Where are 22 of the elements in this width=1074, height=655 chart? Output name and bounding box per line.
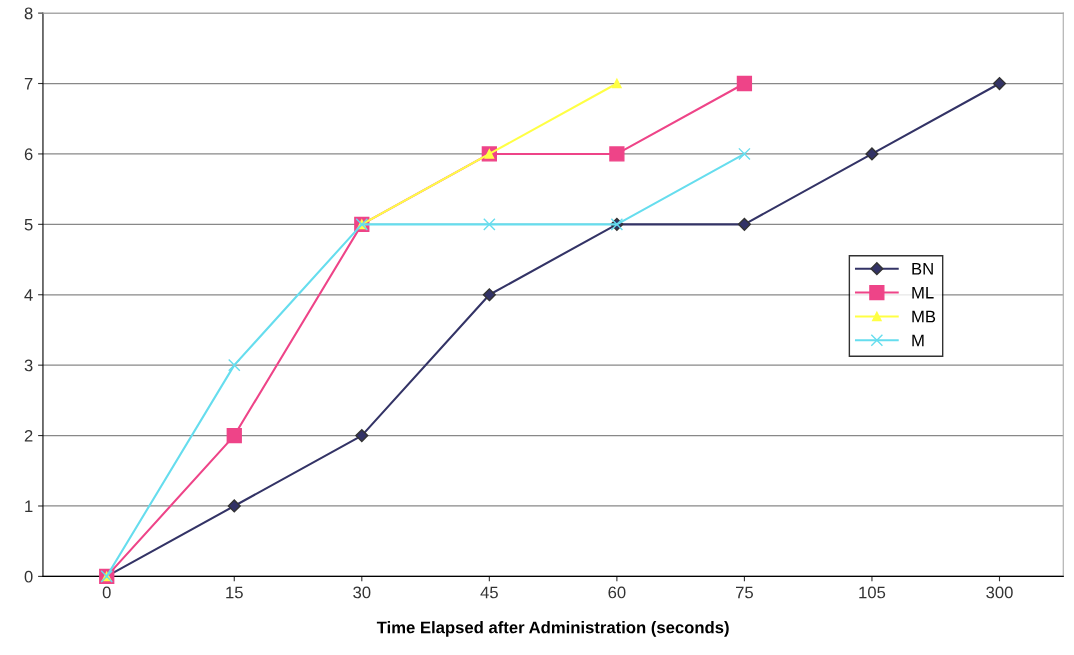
x-axis-title: Time Elapsed after Administration (seconds) [376, 621, 729, 637]
x-tick-label: 45 [480, 586, 498, 599]
x-tick-label: 15 [226, 586, 243, 599]
legend-label: MB [912, 310, 936, 323]
x-tick-label: 30 [353, 586, 371, 599]
legend-label: M [912, 334, 924, 347]
y-tick-label: 4 [24, 289, 33, 301]
legend-label: ML [912, 286, 934, 299]
y-tick-label: 8 [24, 7, 33, 20]
x-tick-label: 60 [608, 586, 626, 599]
y-tick-label: 6 [24, 148, 33, 161]
x-tick-label: 300 [986, 586, 1013, 599]
legend-label: BN [912, 263, 933, 275]
x-tick-label: 0 [102, 586, 111, 599]
y-tick-label: 1 [25, 500, 33, 513]
y-tick-label: 2 [24, 429, 33, 442]
y-tick-label: 7 [24, 78, 33, 90]
y-tick-label: 3 [24, 359, 33, 372]
y-tick-label: 0 [24, 570, 33, 583]
x-tick-label: 75 [736, 586, 753, 599]
x-tick-label: 105 [859, 586, 886, 599]
y-tick-label: 5 [24, 218, 33, 231]
